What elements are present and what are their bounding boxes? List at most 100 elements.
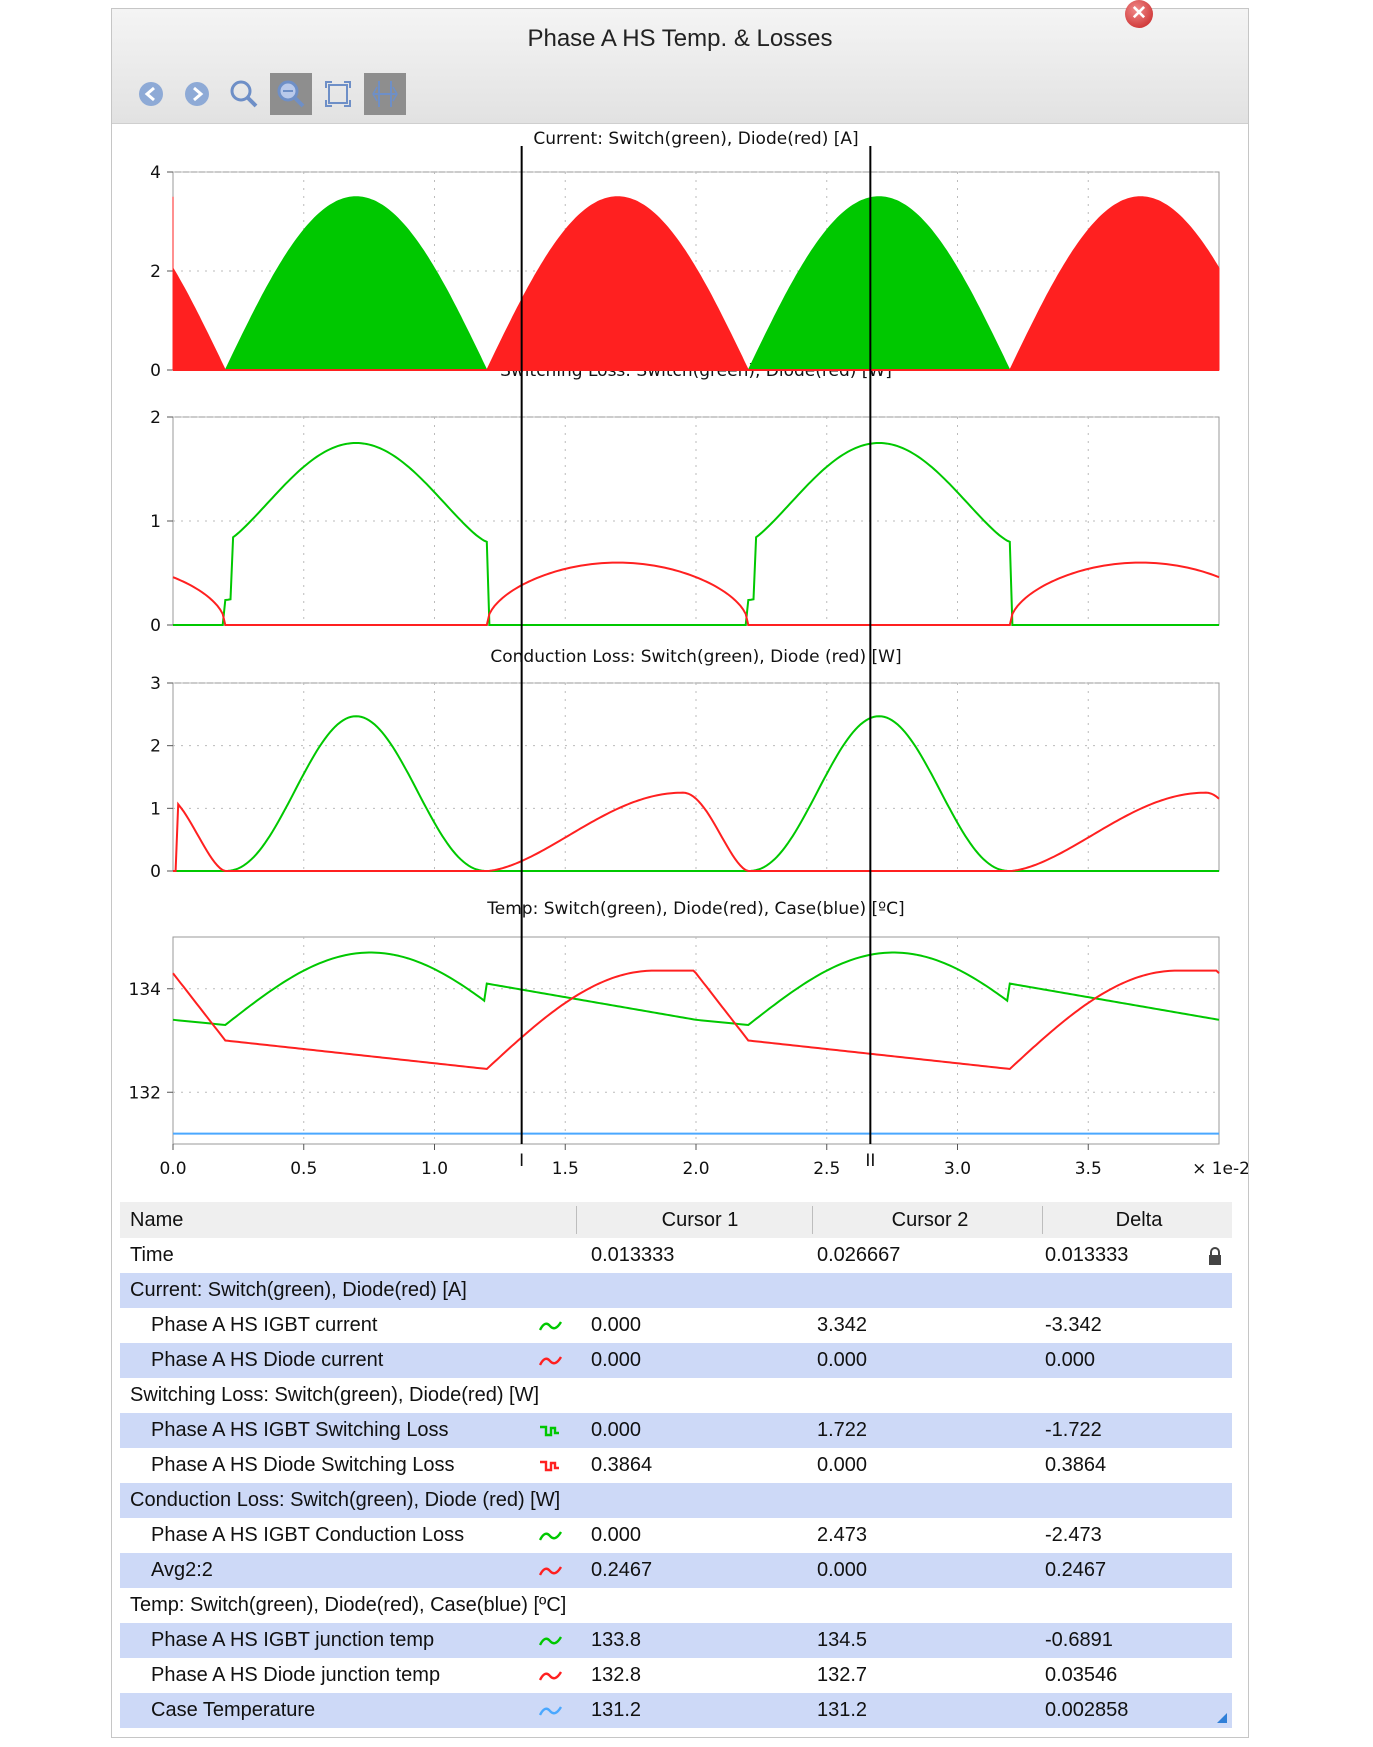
cursor1-value: 132.8 — [591, 1664, 642, 1686]
y-tick-label: 2 — [150, 737, 161, 757]
table-header: Name Cursor 1 Cursor 2 Delta — [120, 1202, 1232, 1238]
fullscreen-button[interactable] — [317, 73, 359, 115]
header-cursor2[interactable]: Cursor 2 — [891, 1209, 969, 1231]
delta-value: 0.002858 — [1045, 1699, 1129, 1721]
cursor1-value: 0.000 — [591, 1314, 642, 1336]
current-burst — [224, 196, 488, 371]
cursor2-value: 134.5 — [817, 1629, 868, 1651]
group-row[interactable]: Switching Loss: Switch(green), Diode(red… — [120, 1378, 1232, 1413]
delta-value: 0.2467 — [1045, 1559, 1107, 1581]
group-row[interactable]: Temp: Switch(green), Diode(red), Case(bl… — [120, 1588, 1232, 1623]
current-burst — [747, 196, 1011, 371]
table-row[interactable]: Case Temperature 131.2 131.2 0.002858 — [120, 1693, 1232, 1728]
header-name[interactable]: Name — [130, 1209, 184, 1231]
table-row[interactable]: Phase A HS Diode Switching Loss 0.3864 0.0… — [120, 1448, 1232, 1483]
group-row[interactable]: Current: Switch(green), Diode(red) [A] — [120, 1273, 1232, 1308]
sine-icon — [539, 1706, 563, 1716]
table-row[interactable]: Phase A HS IGBT Conduction Loss 0.000 2.47… — [120, 1518, 1232, 1553]
sine-icon — [539, 1671, 563, 1681]
header-delta[interactable]: Delta — [1115, 1209, 1163, 1231]
table-row[interactable]: Phase A HS IGBT junction temp 133.8 134.5 -… — [120, 1623, 1232, 1658]
sine-icon — [539, 1636, 563, 1646]
group-row[interactable]: Conduction Loss: Switch(green), Diode (r… — [120, 1483, 1232, 1518]
current-burst — [485, 196, 750, 371]
delta-value: -0.6891 — [1045, 1629, 1113, 1651]
delta-value: -1.722 — [1045, 1419, 1102, 1441]
time-row[interactable]: Time 0.013333 0.026667 0.013333 — [120, 1238, 1232, 1273]
y-tick-label: 0 — [150, 361, 161, 381]
zoom-button[interactable] — [223, 73, 265, 115]
scope-plots[interactable]: Current: Switch(green), Diode(red) [A] 0 2… — [112, 124, 1248, 1199]
cursor2-value: 3.342 — [817, 1314, 868, 1336]
column-divider[interactable] — [812, 1206, 813, 1234]
signal-name: Phase A HS IGBT current — [151, 1314, 378, 1336]
signal-name: Avg2:2 — [151, 1559, 213, 1581]
igbt-conduction-loss-line — [173, 715, 1219, 872]
cursor1-value: 0.2467 — [591, 1559, 653, 1581]
time-cursor1: 0.013333 — [591, 1244, 675, 1266]
cursor-icon — [372, 81, 398, 107]
delta-value: 0.000 — [1045, 1349, 1096, 1371]
x-tick-label: 2.5 — [813, 1159, 840, 1179]
time-cursor2: 0.026667 — [817, 1244, 901, 1266]
delta-value: 0.03546 — [1045, 1664, 1118, 1686]
cursor1-value: 0.000 — [591, 1349, 642, 1371]
signal-name: Phase A HS Diode Switching Loss — [151, 1454, 455, 1476]
step-icon — [540, 1425, 559, 1437]
column-divider[interactable] — [576, 1206, 577, 1234]
y-tick-label: 0 — [150, 862, 161, 882]
zoom-fit-icon — [277, 80, 305, 108]
step-icon — [540, 1460, 559, 1472]
y-tick-label: 1 — [150, 799, 161, 819]
back-icon — [139, 82, 163, 106]
zoom-icon — [230, 80, 258, 108]
y-tick-label: 1 — [150, 512, 161, 532]
column-divider[interactable] — [1042, 1206, 1043, 1234]
table-row[interactable]: Phase A HS Diode junction temp 132.8 132.7… — [120, 1658, 1232, 1693]
sine-icon — [539, 1531, 563, 1541]
delta-value: 0.3864 — [1045, 1454, 1107, 1476]
diode-temp-line — [172, 969, 1220, 1071]
cursor-button[interactable] — [364, 73, 406, 115]
group-title: Temp: Switch(green), Diode(red), Case(bl… — [130, 1594, 567, 1616]
table-row[interactable]: Avg2:2 0.2467 0.000 0.2467 — [120, 1553, 1232, 1588]
back-button[interactable] — [130, 73, 172, 115]
resize-icon[interactable] — [1214, 1710, 1228, 1724]
y-tick-label: 2 — [150, 262, 161, 282]
group-title: Switching Loss: Switch(green), Diode(red… — [130, 1384, 540, 1406]
y-tick-label: 132 — [129, 1083, 161, 1103]
cursor2-value: 132.7 — [817, 1664, 868, 1686]
close-button[interactable]: ✕ — [1125, 0, 1153, 28]
diode-conduction-loss-line — [173, 791, 1220, 872]
signal-name: Phase A HS IGBT Conduction Loss — [151, 1524, 465, 1546]
cursor-table: Name Cursor 1 Cursor 2 Delta Time 0.0133… — [120, 1202, 1232, 1728]
group-title: Current: Switch(green), Diode(red) [A] — [130, 1279, 467, 1301]
table-row[interactable]: Phase A HS IGBT current 0.000 3.342 -3.342 — [120, 1308, 1232, 1343]
group-title: Conduction Loss: Switch(green), Diode (r… — [130, 1489, 561, 1511]
delta-value: -3.342 — [1045, 1314, 1102, 1336]
diode-switching-loss-line — [172, 561, 1220, 626]
zoom-fit-button[interactable] — [270, 73, 312, 115]
cursor1-value: 0.000 — [591, 1524, 642, 1546]
header-cursor1[interactable]: Cursor 1 — [661, 1209, 739, 1231]
delta-value: -2.473 — [1045, 1524, 1102, 1546]
x-tick-label: 1.0 — [421, 1159, 448, 1179]
cursor-1-label: I — [519, 1151, 524, 1171]
x-tick-label: 1.5 — [552, 1159, 579, 1179]
plot-title: Temp: Switch(green), Diode(red), Case(bl… — [486, 899, 904, 919]
plot-frame — [172, 682, 1220, 872]
current-burst — [1008, 196, 1220, 371]
sine-icon — [539, 1566, 563, 1576]
signal-name: Phase A HS IGBT Switching Loss — [151, 1419, 449, 1441]
scope-window: Phase A HS Temp. & Losses — [111, 8, 1249, 1738]
cursor2-value: 2.473 — [817, 1524, 868, 1546]
cursor1-value: 0.000 — [591, 1419, 642, 1441]
x-scale-label: × 1e-2 — [1192, 1159, 1248, 1179]
table-row[interactable]: Phase A HS IGBT Switching Loss 0.000 1.722… — [120, 1413, 1232, 1448]
table-row[interactable]: Phase A HS Diode current 0.000 0.000 0.000 — [120, 1343, 1232, 1378]
lock-icon[interactable] — [1208, 1246, 1222, 1266]
y-tick-label: 134 — [129, 980, 161, 1000]
y-tick-label: 2 — [150, 408, 161, 428]
window-title: Phase A HS Temp. & Losses — [527, 25, 833, 52]
forward-button[interactable] — [176, 73, 218, 115]
